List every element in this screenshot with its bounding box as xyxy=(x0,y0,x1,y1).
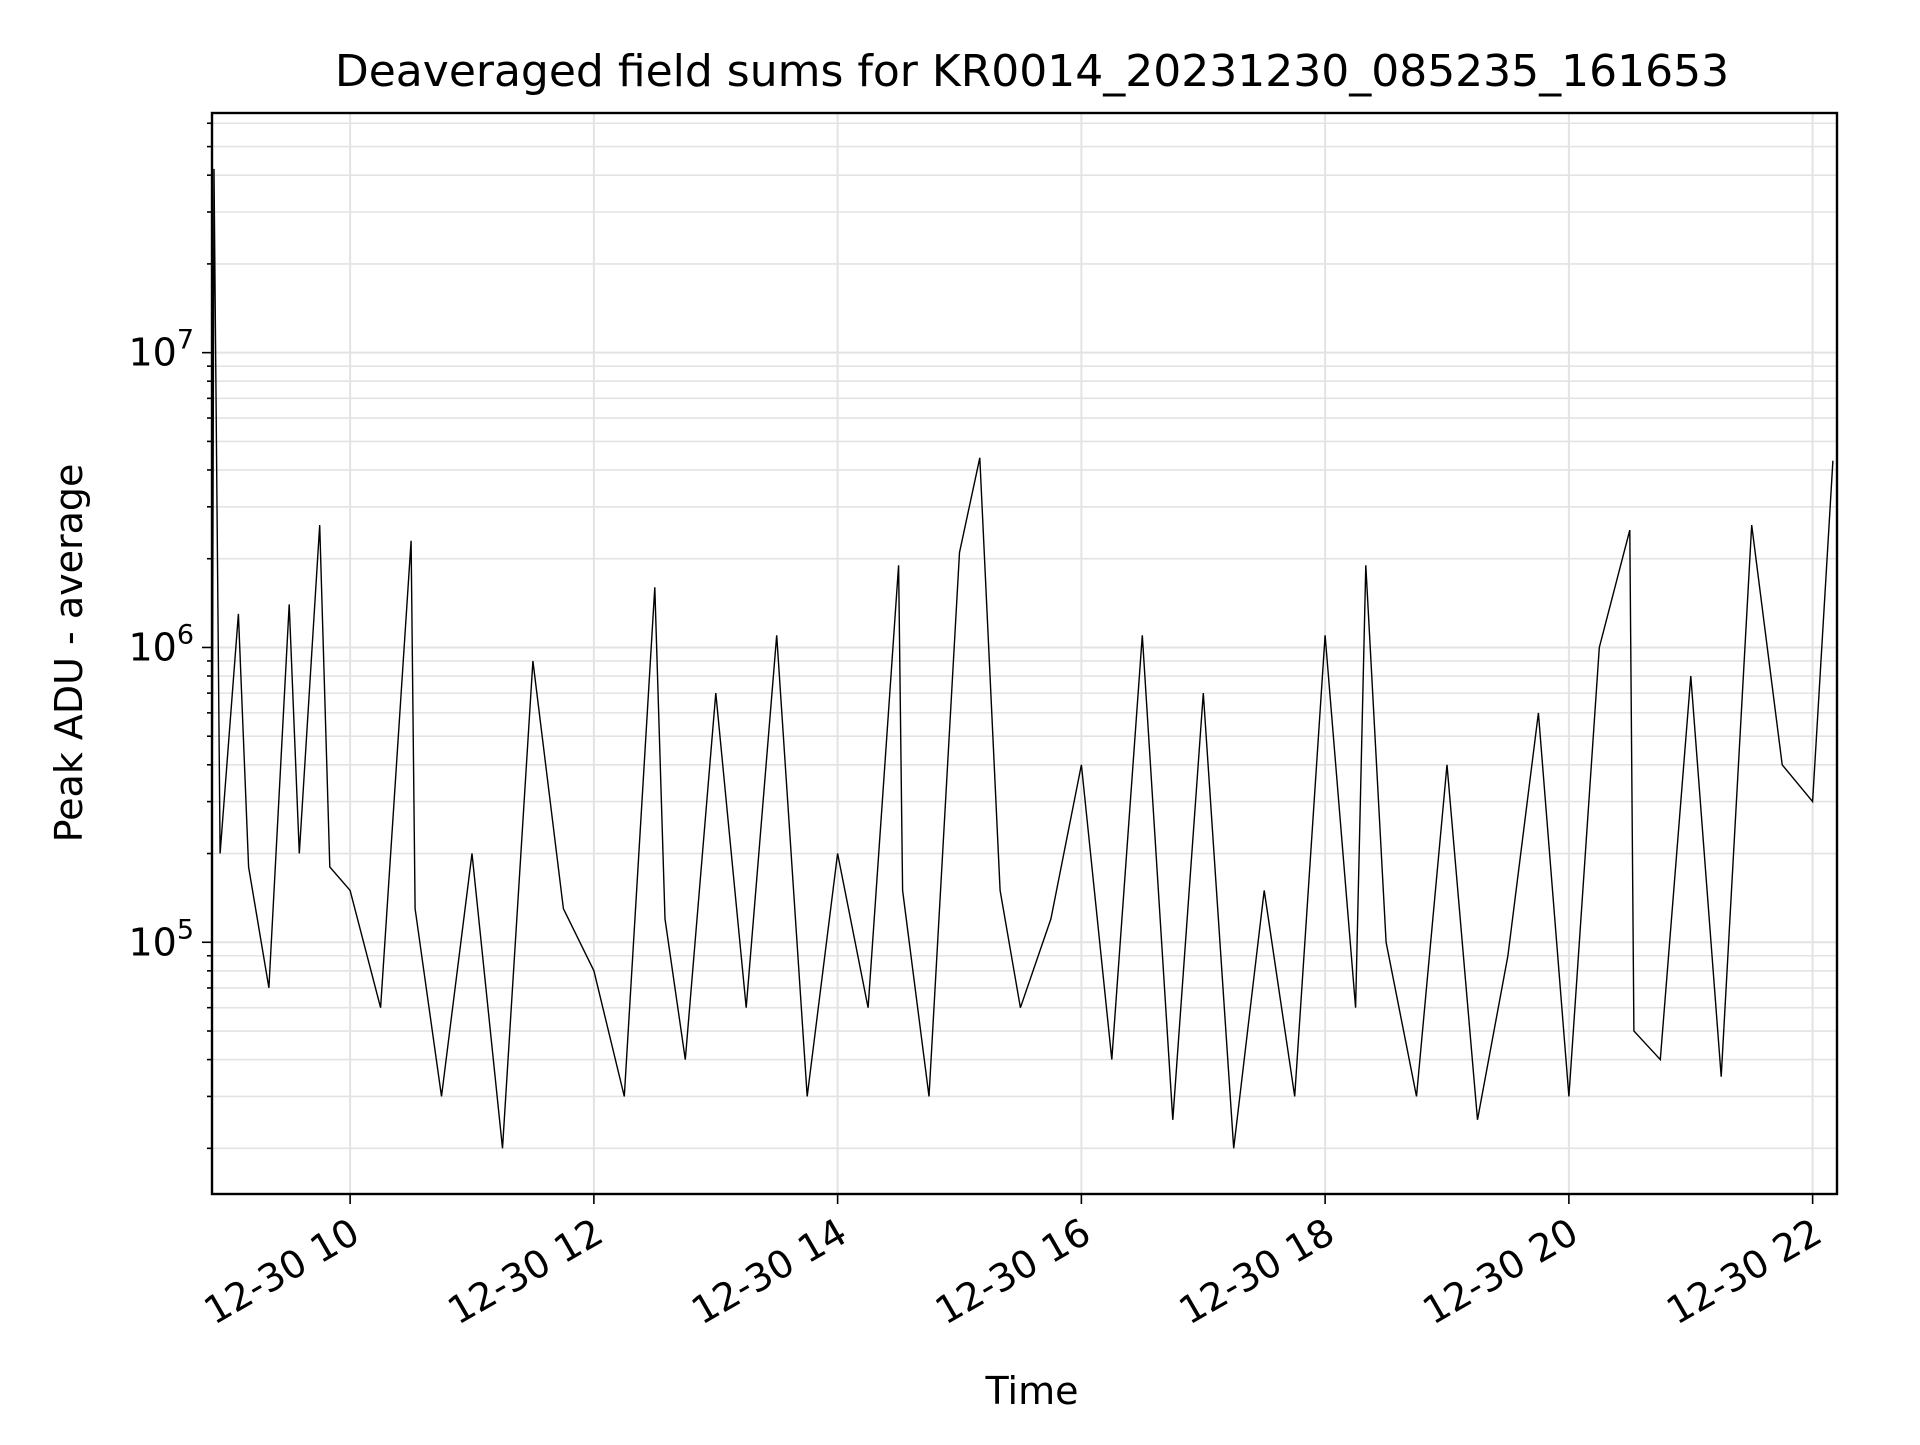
x-tick-label: 12-30 20 xyxy=(1415,1210,1585,1334)
series-line xyxy=(212,169,1833,1148)
x-axis-label: Time xyxy=(985,1369,1079,1413)
x-tick-label: 12-30 10 xyxy=(197,1210,367,1334)
y-tick-label-base: 10 xyxy=(128,331,176,375)
y-tick-label-exponent: 5 xyxy=(177,914,194,945)
y-tick-label-base: 10 xyxy=(128,625,176,669)
x-tick-label: 12-30 14 xyxy=(684,1210,854,1334)
chart-title: Deaveraged field sums for KR0014_2023123… xyxy=(335,46,1729,97)
plot-area-frame xyxy=(212,113,1837,1194)
y-tick-label-base: 10 xyxy=(128,920,176,964)
y-tick-label: 105 xyxy=(128,914,194,964)
y-tick-label: 107 xyxy=(128,325,194,375)
y-tick-label-exponent: 7 xyxy=(177,325,194,356)
y-tick-label: 106 xyxy=(128,619,194,669)
x-tick-label: 12-30 16 xyxy=(928,1210,1098,1334)
x-tick-label: 12-30 12 xyxy=(440,1210,610,1334)
y-tick-label-exponent: 6 xyxy=(177,619,194,650)
x-tick-label: 12-30 18 xyxy=(1172,1210,1342,1334)
plot-data xyxy=(212,169,1833,1148)
grid xyxy=(212,113,1837,1194)
x-tick-label: 12-30 22 xyxy=(1659,1210,1829,1334)
y-axis-label: Peak ADU - average xyxy=(47,464,91,843)
